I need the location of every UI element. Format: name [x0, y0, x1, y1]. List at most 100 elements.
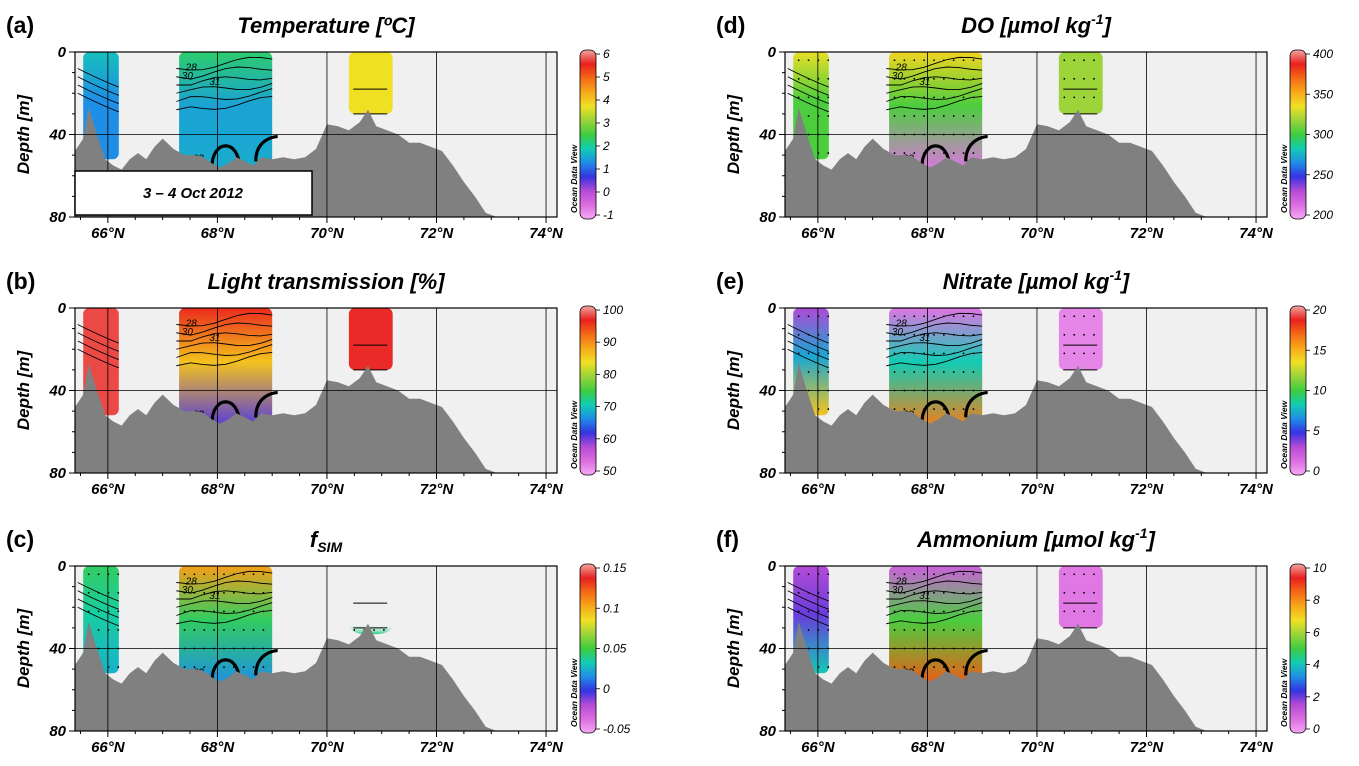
seafloor-bathymetry	[785, 107, 1207, 217]
station-dot	[1063, 610, 1066, 613]
station-dot	[913, 573, 916, 576]
station-dot	[183, 629, 186, 631]
station-dot	[942, 591, 945, 594]
x-tick-label: 68°N	[911, 481, 946, 498]
y-axis-label: Depth [m]	[14, 350, 33, 431]
station-dot	[213, 591, 216, 594]
station-dot	[1073, 77, 1076, 80]
station-dot	[383, 629, 385, 631]
station-dot	[797, 96, 800, 99]
station-dot	[242, 666, 245, 668]
station-dot	[893, 152, 896, 154]
contour-label: 28	[185, 577, 198, 588]
station-dot	[893, 666, 896, 668]
station-dot	[827, 371, 830, 373]
seafloor-bathymetry	[75, 363, 497, 473]
panel-letter: (d)	[716, 12, 745, 38]
station-dot	[913, 333, 916, 336]
station-dot	[1063, 352, 1066, 355]
colorbar-tick-label: 1	[603, 162, 610, 176]
colorbar-brand-label: Ocean Data View	[569, 657, 579, 727]
contour-label: 31	[209, 591, 220, 602]
station-dot	[203, 591, 206, 594]
station-dot	[193, 573, 196, 576]
colorbar-tick-label: 300	[1313, 128, 1333, 142]
station-dot	[933, 629, 935, 631]
data-section-3	[348, 615, 393, 635]
panel-letter: (e)	[716, 268, 744, 294]
station-dot	[903, 666, 906, 668]
panel-title-main: Ammonium [µmol kg	[916, 527, 1136, 552]
isopycnal-contour	[77, 590, 119, 610]
isopycnal-contour	[77, 582, 119, 602]
colorbar	[1289, 563, 1307, 734]
colorbar-tick-label: 4	[1313, 658, 1320, 672]
data-section-3	[1058, 566, 1103, 628]
station-dot	[797, 573, 800, 576]
station-dot	[913, 59, 916, 62]
station-dot	[117, 610, 120, 613]
isopycnal-contour	[77, 324, 119, 344]
station-dot	[942, 610, 945, 613]
station-dot	[262, 573, 265, 576]
station-dot	[962, 352, 965, 355]
isopycnal-contour	[787, 324, 829, 344]
x-tick-label: 66°N	[91, 225, 126, 242]
station-dot	[1063, 573, 1066, 576]
panel-title-main: Temperature [ºC]	[237, 13, 415, 38]
isopycnal-contour	[886, 351, 983, 367]
station-dot	[903, 573, 906, 576]
station-dot	[923, 77, 926, 80]
colorbar-tick-label: 2	[1312, 690, 1320, 704]
station-dot	[97, 573, 100, 576]
colorbar-tick-label: 100	[603, 303, 623, 317]
station-dot	[962, 96, 965, 99]
station-dot	[893, 573, 896, 576]
panel-title: DO [µmol kg-1]	[961, 11, 1111, 38]
y-tick-label: 40	[48, 383, 66, 400]
y-tick-label: 0	[58, 558, 67, 575]
x-tick-label: 70°N	[1020, 225, 1055, 242]
isopycnal-contour	[77, 348, 119, 369]
panel-title-subscript: SIM	[317, 539, 342, 555]
station-dot	[903, 371, 906, 373]
panel-letter: (f)	[716, 526, 739, 552]
station-dot	[827, 573, 830, 576]
isopycnal-contour-bold	[964, 648, 988, 676]
isopycnal-contour	[77, 340, 119, 360]
x-tick-label: 74°N	[529, 481, 564, 498]
station-dot	[933, 333, 935, 336]
station-dot	[962, 115, 965, 117]
station-dot	[252, 573, 255, 576]
colorbar-tick-label: 5	[1313, 424, 1320, 438]
station-dot	[807, 371, 810, 373]
colorbar-tick-label: 4	[603, 93, 610, 107]
colorbar-tick-label: 70	[603, 400, 617, 414]
station-dot	[1063, 96, 1066, 99]
data-section-2	[179, 566, 273, 686]
panel-title-end: ]	[1120, 269, 1130, 294]
isopycnal-contour	[886, 56, 983, 71]
station-dot	[117, 591, 120, 594]
date-box	[74, 170, 313, 216]
station-dot	[923, 371, 926, 373]
data-section-2	[889, 308, 983, 428]
station-dot	[1083, 59, 1085, 62]
x-tick-label: 68°N	[911, 225, 946, 242]
station-dot	[807, 352, 810, 355]
station-dot	[827, 77, 830, 80]
station-dot	[923, 333, 926, 336]
station-dot	[232, 629, 235, 631]
y-tick-label: 80	[49, 723, 66, 740]
x-tick-label: 70°N	[1020, 739, 1055, 756]
y-axis-label: Depth [m]	[724, 94, 743, 175]
isopycnal-contour	[886, 312, 983, 327]
station-dot	[1083, 591, 1085, 594]
panels-root: (a)Temperature [ºC]2830313366°N68°N70°N7…	[6, 11, 1333, 756]
isopycnal-contour	[787, 606, 829, 627]
station-dot	[223, 666, 225, 668]
station-dot	[223, 629, 225, 631]
station-dot	[903, 152, 906, 154]
station-dot	[972, 629, 975, 631]
y-axis-label: Depth [m]	[14, 94, 33, 175]
